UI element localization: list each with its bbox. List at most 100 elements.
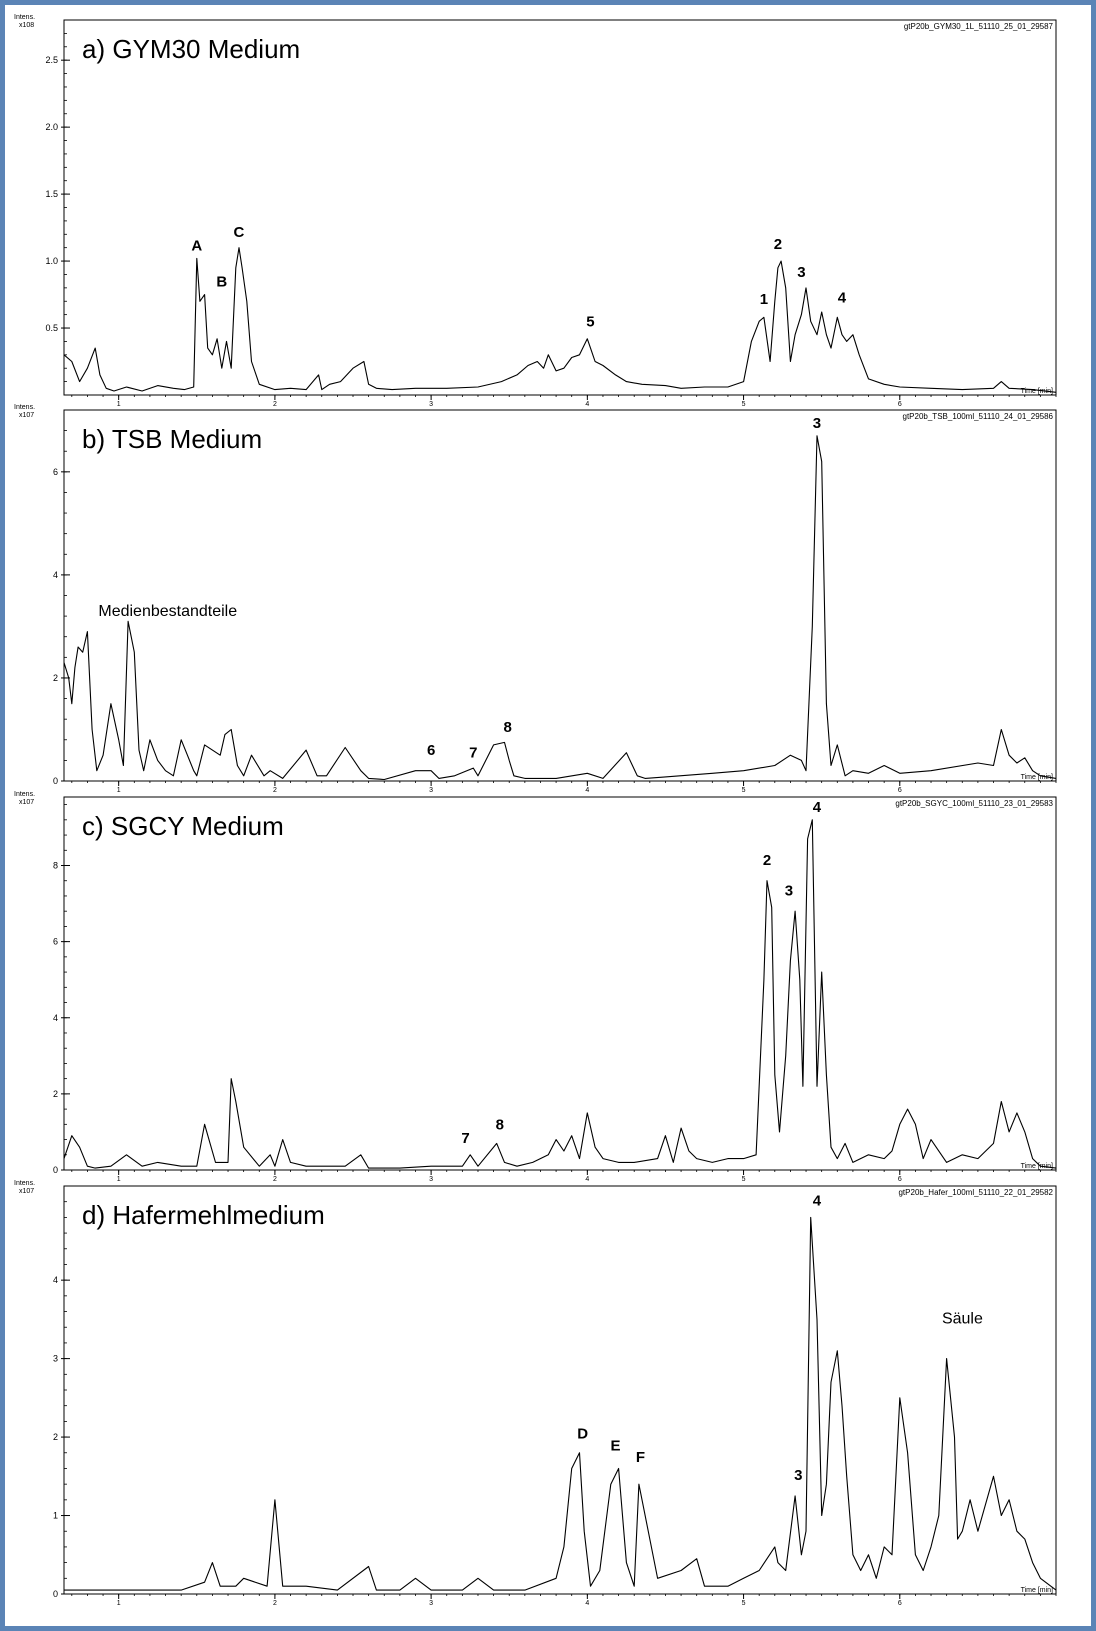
y-tick-label: 2.5 [45, 55, 58, 65]
x-tick-label: 1 [117, 1600, 121, 1607]
x-tick-label: 3 [429, 1600, 433, 1607]
peak-label: 4 [813, 799, 822, 816]
chart-title: b) TSB Medium [82, 424, 262, 454]
y-tick-label: 0 [53, 1165, 58, 1175]
chart-panel-4: 0 1 2 3 4 1 2 3 4 5 6 Intens.x107 Time [min] gtP20b_H… [14, 1180, 1057, 1607]
x-tick-label: 6 [898, 787, 902, 794]
peak-label: 7 [461, 1130, 469, 1147]
x-tick-label: 1 [117, 787, 121, 794]
peak-label: 5 [586, 314, 594, 331]
y-tick-label: 0 [53, 776, 58, 786]
peak-label: D [577, 1425, 588, 1442]
x-tick-label: 5 [742, 1176, 746, 1183]
plot-frame [63, 796, 1057, 1171]
x-tick-label: 6 [898, 1600, 902, 1607]
x-tick-label: 5 [742, 1600, 746, 1607]
x-axis-label: Time [min] [1021, 1163, 1053, 1170]
x-axis-label: Time [min] [1021, 388, 1053, 395]
x-tick-label: 1 [117, 401, 121, 408]
x-tick-label: 3 [429, 787, 433, 794]
y-tick-label: 1.5 [45, 189, 58, 199]
y-axis-unit: x107 [19, 1188, 34, 1195]
file-label: gtP20b_Hafer_100ml_51110_22_01_29582 [898, 1188, 1053, 1197]
x-tick-label: 1 [117, 1176, 121, 1183]
chromatogram-trace [63, 435, 1057, 781]
plot-frame [63, 409, 1057, 782]
y-tick-label: 2.0 [45, 122, 58, 132]
file-label: gtP20b_GYM30_1L_51110_25_01_29587 [904, 22, 1054, 31]
peak-label: 3 [797, 264, 805, 281]
y-tick-label: 0 [53, 1589, 58, 1599]
x-tick-label: 6 [898, 401, 902, 408]
x-tick-label: 3 [429, 1176, 433, 1183]
peak-label: B [216, 274, 227, 291]
y-axis-label: Intens. [14, 404, 35, 411]
x-tick-label: 4 [585, 1600, 589, 1607]
file-label: gtP20b_TSB_100ml_51110_24_01_29586 [903, 412, 1054, 421]
y-tick-label: 1.0 [45, 256, 58, 266]
peak-label: 3 [794, 1467, 802, 1484]
x-tick-label: 2 [273, 1176, 277, 1183]
peak-label: 8 [496, 1117, 504, 1134]
peak-label: 1 [760, 291, 768, 308]
peak-label: A [191, 237, 202, 254]
x-tick-label: 2 [273, 1600, 277, 1607]
y-tick-label: 4 [53, 1013, 58, 1023]
y-axis-label: Intens. [14, 14, 35, 21]
x-tick-label: 3 [429, 401, 433, 408]
y-tick-label: 2 [53, 1432, 58, 1442]
x-tick-label: 4 [585, 1176, 589, 1183]
peak-label: 2 [763, 852, 771, 869]
y-tick-label: 2 [53, 673, 58, 683]
x-tick-label: 5 [742, 401, 746, 408]
y-tick-label: 6 [53, 467, 58, 477]
x-axis-label: Time [min] [1021, 774, 1053, 781]
x-tick-label: 6 [898, 1176, 902, 1183]
plot-frame [63, 19, 1057, 396]
y-axis-unit: x107 [19, 412, 34, 419]
y-tick-label: 1 [53, 1511, 58, 1521]
peak-label: 7 [469, 745, 477, 762]
chromatogram-trace [63, 819, 1057, 1169]
annotation-text: Medienbestandteile [98, 603, 237, 620]
file-label: gtP20b_SGYC_100ml_51110_23_01_29583 [895, 799, 1053, 808]
plot-frame [63, 1185, 1057, 1595]
chromatogram-trace [63, 247, 1057, 393]
peak-label: 8 [503, 719, 511, 736]
y-axis-label: Intens. [14, 791, 35, 798]
peak-label: 3 [813, 415, 821, 432]
x-tick-label: 2 [273, 787, 277, 794]
chromatogram-trace [64, 1216, 1057, 1591]
x-tick-label: 4 [585, 401, 589, 408]
y-axis-unit: x107 [19, 799, 34, 806]
chart-panel-2: 0 2 4 6 1 2 3 4 5 6 Intens.x107 Time [min] gtP20b_TS… [14, 404, 1057, 794]
y-tick-label: 3 [53, 1354, 58, 1364]
y-tick-label: 6 [53, 937, 58, 947]
y-tick-label: 0.5 [45, 323, 58, 333]
peak-label: C [234, 224, 245, 241]
x-axis-label: Time [min] [1021, 1587, 1053, 1594]
peak-label: 3 [785, 883, 793, 900]
annotation-text: Säule [942, 1310, 983, 1327]
peak-label: 2 [774, 236, 782, 253]
x-tick-label: 2 [273, 401, 277, 408]
y-tick-label: 2 [53, 1089, 58, 1099]
chart-title: c) SGCY Medium [82, 811, 284, 841]
x-tick-label: 5 [742, 787, 746, 794]
peak-label: 6 [427, 742, 435, 759]
peak-label: 4 [838, 290, 847, 307]
chart-title: a) GYM30 Medium [82, 34, 300, 64]
peak-label: F [636, 1449, 645, 1466]
y-axis-label: Intens. [14, 1180, 35, 1187]
y-tick-label: 4 [53, 570, 58, 580]
peak-label: E [610, 1437, 620, 1454]
x-tick-label: 4 [585, 787, 589, 794]
y-axis-unit: x108 [19, 22, 34, 29]
y-tick-label: 8 [53, 861, 58, 871]
chart-title: d) Hafermehlmedium [82, 1200, 325, 1230]
peak-label: 4 [813, 1192, 822, 1209]
